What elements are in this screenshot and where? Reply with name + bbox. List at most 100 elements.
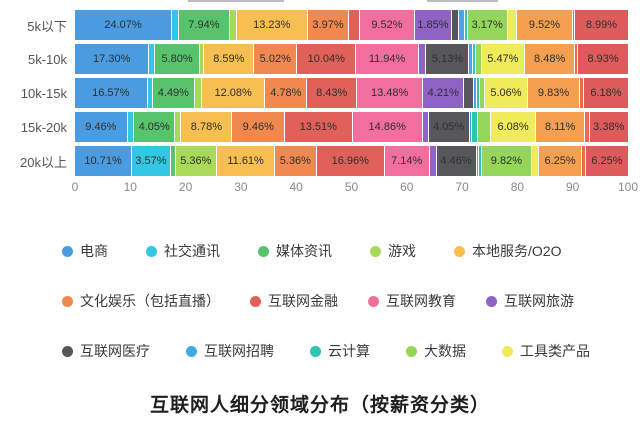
bar-segment-lightblue[interactable]: [473, 78, 476, 108]
bar-segment-tomato[interactable]: [575, 44, 578, 74]
bar-segment-lightgreen2[interactable]: [477, 112, 490, 142]
bar-segment-purple[interactable]: [418, 44, 426, 74]
legend-item[interactable]: 互联网医疗: [62, 341, 150, 361]
bar-segment-red[interactable]: 8.43%: [307, 78, 357, 108]
bar-segment-orange[interactable]: 3.97%: [307, 10, 349, 40]
bar-segment-blue[interactable]: 16.57%: [75, 78, 147, 108]
bar-segment-amber[interactable]: 8.59%: [204, 44, 254, 74]
bar-segment-red2[interactable]: 8.99%: [574, 10, 628, 40]
bar-segment-lightblue[interactable]: [476, 146, 479, 176]
bar-segment-lightgreen[interactable]: [175, 112, 181, 142]
bar-segment-orange2[interactable]: 8.48%: [525, 44, 575, 74]
bar-segment-orange2[interactable]: 9.52%: [517, 10, 572, 40]
bar-segment-yellow[interactable]: [531, 146, 538, 176]
bar-segment-lightgreen2[interactable]: [479, 78, 485, 108]
legend-item[interactable]: 云计算: [310, 341, 370, 361]
bar-segment-blue[interactable]: 24.07%: [75, 10, 171, 40]
legend-item[interactable]: 游戏: [370, 241, 416, 261]
bar-segment-gray[interactable]: 4.46%: [436, 146, 476, 176]
bar-segment-purple[interactable]: 1.85%: [415, 10, 451, 40]
bar-segment-orange[interactable]: 9.46%: [232, 112, 285, 142]
bar-segment-gray[interactable]: [451, 10, 459, 40]
bar-segment-gray[interactable]: 4.05%: [428, 112, 469, 142]
bar-segment-teal[interactable]: [473, 44, 475, 74]
bar-segment-red2[interactable]: 3.38%: [589, 112, 629, 142]
bar-segment-teal[interactable]: [476, 78, 479, 108]
bar-segment-lightgreen2[interactable]: 3.17%: [467, 10, 507, 40]
bar-segment-orange2[interactable]: 6.25%: [538, 146, 582, 176]
bar-segment-pink[interactable]: 7.14%: [384, 146, 429, 176]
bar-segment-blue[interactable]: 9.46%: [75, 112, 127, 142]
bar-segment-red[interactable]: 10.04%: [297, 44, 356, 74]
bar-segment-green[interactable]: 7.94%: [178, 10, 230, 40]
bar-segment-green[interactable]: 4.05%: [134, 112, 175, 142]
legend-item[interactable]: 大数据: [406, 341, 466, 361]
legend-item[interactable]: 媒体资讯: [258, 241, 332, 261]
bar-segment-teal[interactable]: [479, 146, 482, 176]
legend-item[interactable]: 互联网金融: [250, 291, 338, 311]
bar-segment-lightgreen[interactable]: [194, 78, 202, 108]
bar-segment-amber[interactable]: 13.23%: [237, 10, 307, 40]
bar-segment-tomato[interactable]: [572, 10, 574, 40]
bar-segment-yellow[interactable]: 6.08%: [490, 112, 536, 142]
legend-item[interactable]: 社交通讯: [146, 241, 220, 261]
bar-segment-cyan[interactable]: [147, 78, 153, 108]
bar-segment-cyan[interactable]: 3.57%: [132, 146, 170, 176]
bar-segment-lightgreen2[interactable]: 9.82%: [482, 146, 531, 176]
bar-segment-tomato[interactable]: [580, 78, 583, 108]
bar-segment-lightgreen[interactable]: [199, 44, 204, 74]
bar-segment-orange2[interactable]: 8.11%: [536, 112, 585, 142]
bar-segment-blue[interactable]: 17.30%: [75, 44, 149, 74]
legend-item[interactable]: 文化娱乐（包括直播）: [62, 291, 220, 311]
bar-segment-teal[interactable]: [472, 112, 477, 142]
legend-item[interactable]: 电商: [62, 241, 108, 261]
bar-segment-lightgreen[interactable]: [230, 10, 237, 40]
bar-segment-green[interactable]: [170, 146, 175, 176]
bar-segment-purple[interactable]: [422, 112, 428, 142]
bar-segment-yellow[interactable]: [507, 10, 517, 40]
bar-segment-purple[interactable]: 4.21%: [423, 78, 464, 108]
bar-segment-red2[interactable]: 8.93%: [578, 44, 629, 74]
legend-item[interactable]: 互联网招聘: [186, 341, 274, 361]
bar-segment-tomato[interactable]: [585, 112, 589, 142]
bar-segment-orange[interactable]: 5.36%: [275, 146, 316, 176]
bar-segment-pink[interactable]: 13.48%: [357, 78, 423, 108]
bar-segment-lightgreen2[interactable]: [475, 44, 481, 74]
bar-segment-blue[interactable]: 10.71%: [75, 146, 132, 176]
legend-item[interactable]: 互联网旅游: [486, 291, 574, 311]
bar-segment-green[interactable]: 5.80%: [155, 44, 199, 74]
bar-segment-amber[interactable]: 12.08%: [202, 78, 265, 108]
bar-segment-pink[interactable]: 14.86%: [352, 112, 422, 142]
bar-segment-cyan[interactable]: [127, 112, 134, 142]
bar-segment-green[interactable]: 4.49%: [153, 78, 194, 108]
bar-segment-red2[interactable]: 6.25%: [585, 146, 628, 176]
bar-segment-orange[interactable]: 4.78%: [265, 78, 307, 108]
legend-item[interactable]: 本地服务/O2O: [454, 241, 561, 261]
bar-segment-lightblue[interactable]: [469, 112, 472, 142]
bar-segment-yellow[interactable]: 5.06%: [485, 78, 527, 108]
bar-segment-orange2[interactable]: 9.83%: [527, 78, 580, 108]
bar-segment-teal[interactable]: [464, 10, 467, 40]
bar-segment-red[interactable]: 16.96%: [316, 146, 384, 176]
bar-segment-red[interactable]: [349, 10, 359, 40]
bar-segment-red[interactable]: 13.51%: [285, 112, 352, 142]
bar-segment-amber[interactable]: 8.78%: [181, 112, 232, 142]
bar-segment-pink[interactable]: 9.52%: [359, 10, 415, 40]
bar-segment-yellow[interactable]: 5.47%: [481, 44, 525, 74]
bar-segment-cyan[interactable]: [172, 10, 178, 40]
legend-item[interactable]: 工具类产品: [502, 341, 590, 361]
bar-segment-lightblue[interactable]: [469, 44, 473, 74]
legend-item[interactable]: 互联网教育: [368, 291, 456, 311]
bar-segment-tomato[interactable]: [582, 146, 585, 176]
bar-segment-lightblue[interactable]: [459, 10, 464, 40]
bar-segment-pink[interactable]: 11.94%: [356, 44, 418, 74]
bar-segment-lightgreen[interactable]: 5.36%: [175, 146, 217, 176]
bar-segment-gray[interactable]: 5.13%: [426, 44, 469, 74]
bar-segment-amber[interactable]: 11.61%: [217, 146, 275, 176]
bar-segment-orange[interactable]: 5.02%: [254, 44, 297, 74]
bar-segment-purple[interactable]: [429, 146, 436, 176]
bar-segment-cyan[interactable]: [149, 44, 155, 74]
bar-segment-gray[interactable]: [464, 78, 473, 108]
segment-value-label: 24.07%: [104, 19, 142, 31]
bar-segment-red2[interactable]: 6.18%: [583, 78, 628, 108]
